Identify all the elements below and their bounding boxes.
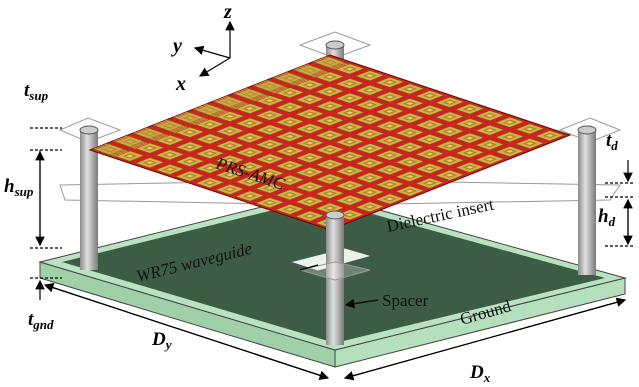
dim-sub: d — [609, 214, 616, 229]
antenna-diagram: z y x tsup hsup tgnd Dy Dx td hd PRS-AMC… — [0, 0, 639, 387]
dim-label: hd — [598, 206, 616, 229]
axis-label: x — [175, 73, 186, 95]
dim-label: Dy — [151, 329, 172, 352]
dim-label: Dx — [469, 362, 491, 385]
dim-label: tgnd — [28, 309, 54, 332]
dim-sub: sup — [28, 88, 48, 103]
spacer-label: Spacer — [382, 291, 429, 310]
dim-sub: d — [611, 138, 618, 153]
dim-main: D — [469, 362, 484, 383]
dim-sub: sup — [14, 184, 34, 199]
axis-label: z — [223, 1, 232, 23]
axis-label: y — [171, 35, 182, 57]
dim-label: hsup — [4, 176, 34, 199]
dim-main: h — [4, 176, 15, 197]
axes: z y x — [171, 1, 232, 95]
pillar — [578, 126, 596, 275]
dim-main: D — [151, 329, 166, 350]
dim-label: tsup — [24, 80, 49, 103]
dim-sub: x — [483, 370, 491, 385]
dim-sub: gnd — [32, 317, 54, 332]
dim-sub: y — [164, 337, 172, 352]
dim-main: h — [598, 206, 609, 227]
prs-amc-plane — [90, 55, 570, 230]
